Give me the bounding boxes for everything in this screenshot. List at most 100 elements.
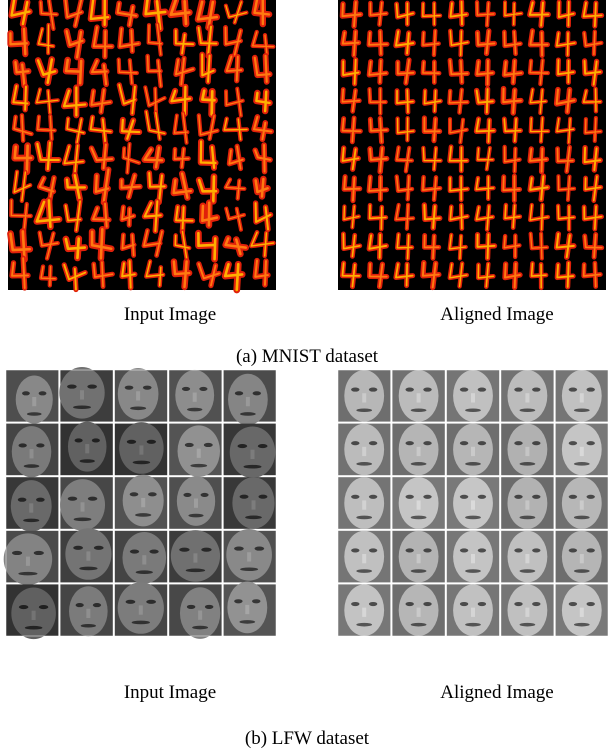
eye	[514, 441, 522, 445]
nose	[193, 553, 197, 562]
nose	[525, 500, 529, 509]
mouth	[245, 516, 262, 520]
nose	[198, 610, 202, 619]
eye	[406, 602, 414, 606]
eye	[478, 441, 486, 445]
nose	[580, 608, 584, 617]
eye	[532, 602, 540, 606]
eye	[532, 548, 540, 552]
mouth	[520, 623, 536, 627]
eye	[514, 602, 522, 606]
eye	[532, 495, 540, 499]
mouth	[356, 623, 372, 627]
eye	[126, 600, 136, 604]
eye	[351, 602, 359, 606]
nose	[362, 554, 366, 563]
mouth	[186, 569, 205, 573]
nose	[471, 393, 475, 402]
nose	[362, 393, 366, 402]
eye	[569, 548, 577, 552]
eye	[240, 495, 249, 499]
nose	[525, 393, 529, 402]
caption: (b) LFW dataset	[245, 728, 370, 749]
eye	[423, 602, 431, 606]
mouth	[130, 406, 146, 410]
mouth	[465, 623, 481, 627]
eye	[587, 548, 595, 552]
eye	[238, 444, 248, 448]
eye	[514, 548, 522, 552]
eye	[478, 388, 486, 392]
eye	[179, 548, 189, 552]
mouth	[411, 408, 427, 412]
eye	[93, 603, 101, 607]
eye	[253, 391, 261, 395]
mouth	[465, 462, 481, 466]
eye	[36, 498, 45, 502]
eye	[460, 495, 468, 499]
nose	[141, 498, 145, 507]
eye	[183, 493, 191, 497]
mouth	[411, 516, 427, 520]
eye	[127, 440, 136, 444]
eye	[76, 603, 84, 607]
mouth	[356, 408, 372, 412]
eye	[92, 438, 100, 442]
eye	[235, 391, 243, 395]
nose	[580, 393, 584, 402]
nose	[246, 397, 250, 406]
mouth	[188, 514, 203, 518]
figure: Input Image Aligned Image (a) MNIST data…	[0, 0, 613, 754]
mouth	[356, 462, 372, 466]
nose	[525, 447, 529, 456]
mouth	[574, 462, 590, 466]
mouth	[187, 408, 202, 412]
panel-label: Input Image	[124, 304, 216, 325]
eye	[234, 547, 244, 551]
eye	[423, 388, 431, 392]
mouth	[81, 624, 96, 628]
mnist-aligned-grid	[338, 0, 606, 290]
eye	[125, 386, 134, 390]
mouth	[80, 459, 95, 463]
eye	[187, 605, 195, 609]
nose	[26, 557, 30, 566]
eye	[68, 497, 77, 501]
nose	[417, 608, 421, 617]
nose	[362, 608, 366, 617]
eye	[369, 602, 377, 606]
page: Input Image Aligned Image (a) MNIST data…	[0, 0, 613, 754]
nose	[417, 500, 421, 509]
eye	[258, 495, 267, 499]
eye	[423, 495, 431, 499]
eye	[39, 605, 48, 609]
eye	[22, 391, 30, 395]
mouth	[192, 626, 208, 630]
eye	[406, 548, 414, 552]
eye	[514, 388, 522, 392]
mouth	[135, 513, 151, 517]
nose	[194, 499, 198, 508]
mouth	[27, 412, 42, 416]
eye	[36, 443, 44, 447]
eye	[423, 548, 431, 552]
eye	[569, 388, 577, 392]
mouth	[411, 569, 427, 573]
mouth	[465, 408, 481, 412]
nose	[417, 447, 421, 456]
nose	[245, 605, 249, 614]
nose	[580, 554, 584, 563]
eye	[67, 385, 77, 389]
nose	[29, 503, 33, 512]
eye	[88, 497, 97, 501]
nose	[362, 500, 366, 509]
nose	[247, 552, 251, 561]
eye	[146, 600, 156, 604]
eye	[406, 495, 414, 499]
eye	[143, 386, 152, 390]
eye	[369, 388, 377, 392]
nose	[136, 391, 140, 400]
eye	[19, 443, 27, 447]
eye	[351, 495, 359, 499]
eye	[460, 388, 468, 392]
